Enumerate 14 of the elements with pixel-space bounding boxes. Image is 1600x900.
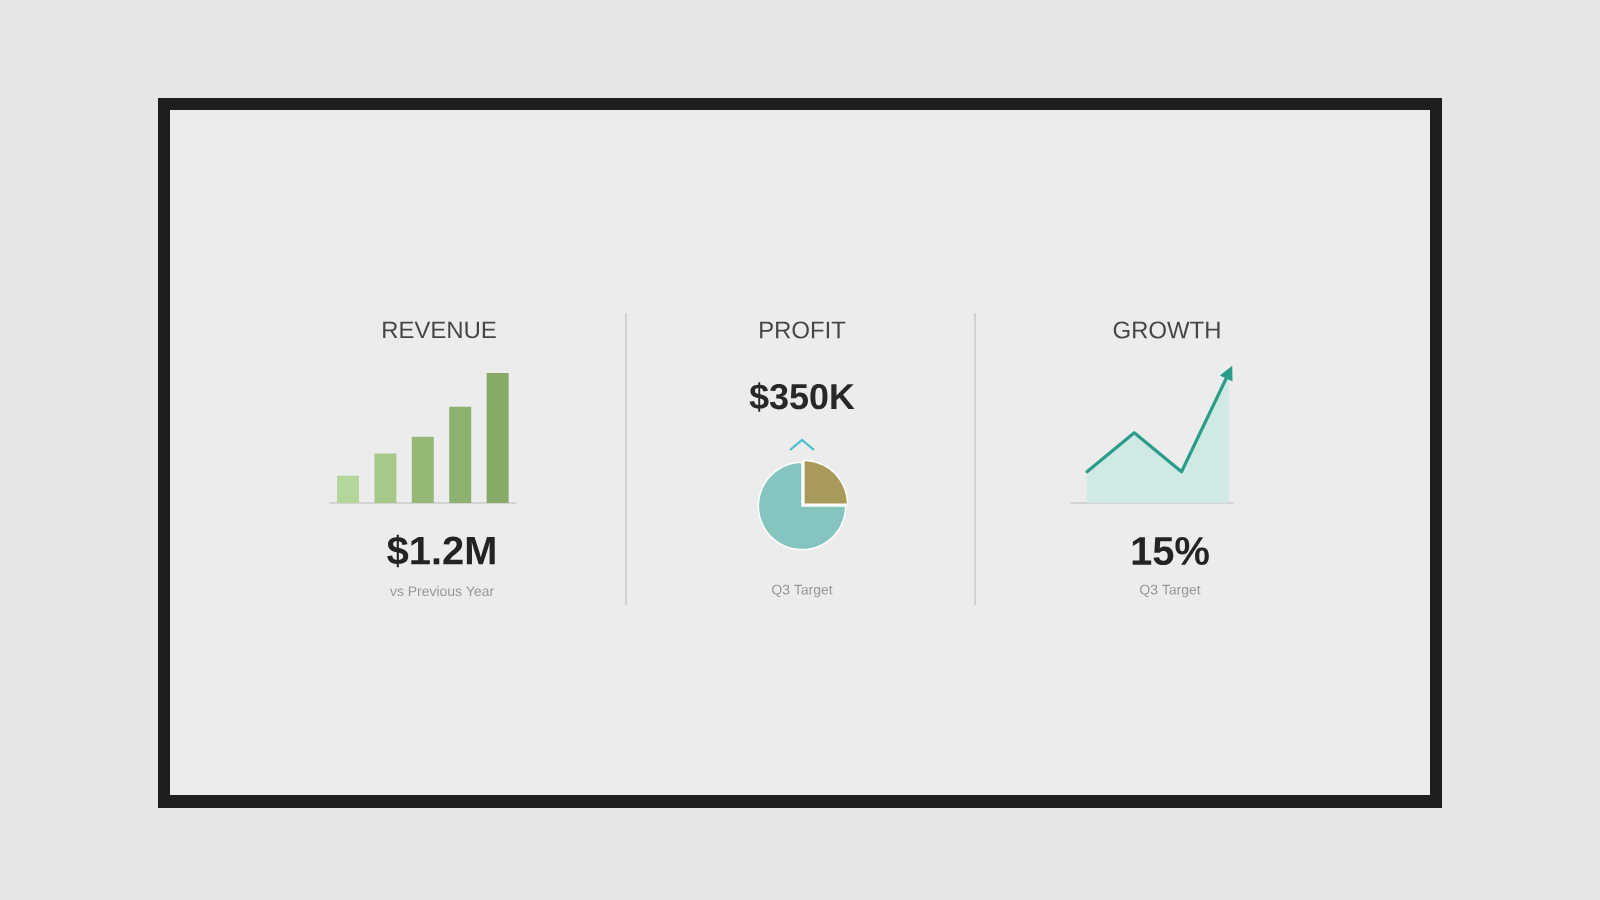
- bar: [374, 453, 397, 503]
- chart-title: PROFIT: [760, 321, 846, 339]
- text: Q3 Target: [1140, 584, 1201, 598]
- text: $1.2M: [387, 534, 495, 568]
- text: vs Previous Year: [389, 585, 494, 597]
- text: 15%: [1132, 536, 1209, 566]
- chart-title: GROWTH: [1113, 321, 1220, 339]
- bar: [337, 475, 360, 503]
- bar: [449, 406, 472, 503]
- bar: [486, 372, 509, 503]
- chart-subtitle: $350K: [749, 382, 855, 412]
- text: Q3 Target: [772, 584, 833, 598]
- chart-title: REVENUE: [383, 321, 496, 339]
- bar: [411, 436, 434, 503]
